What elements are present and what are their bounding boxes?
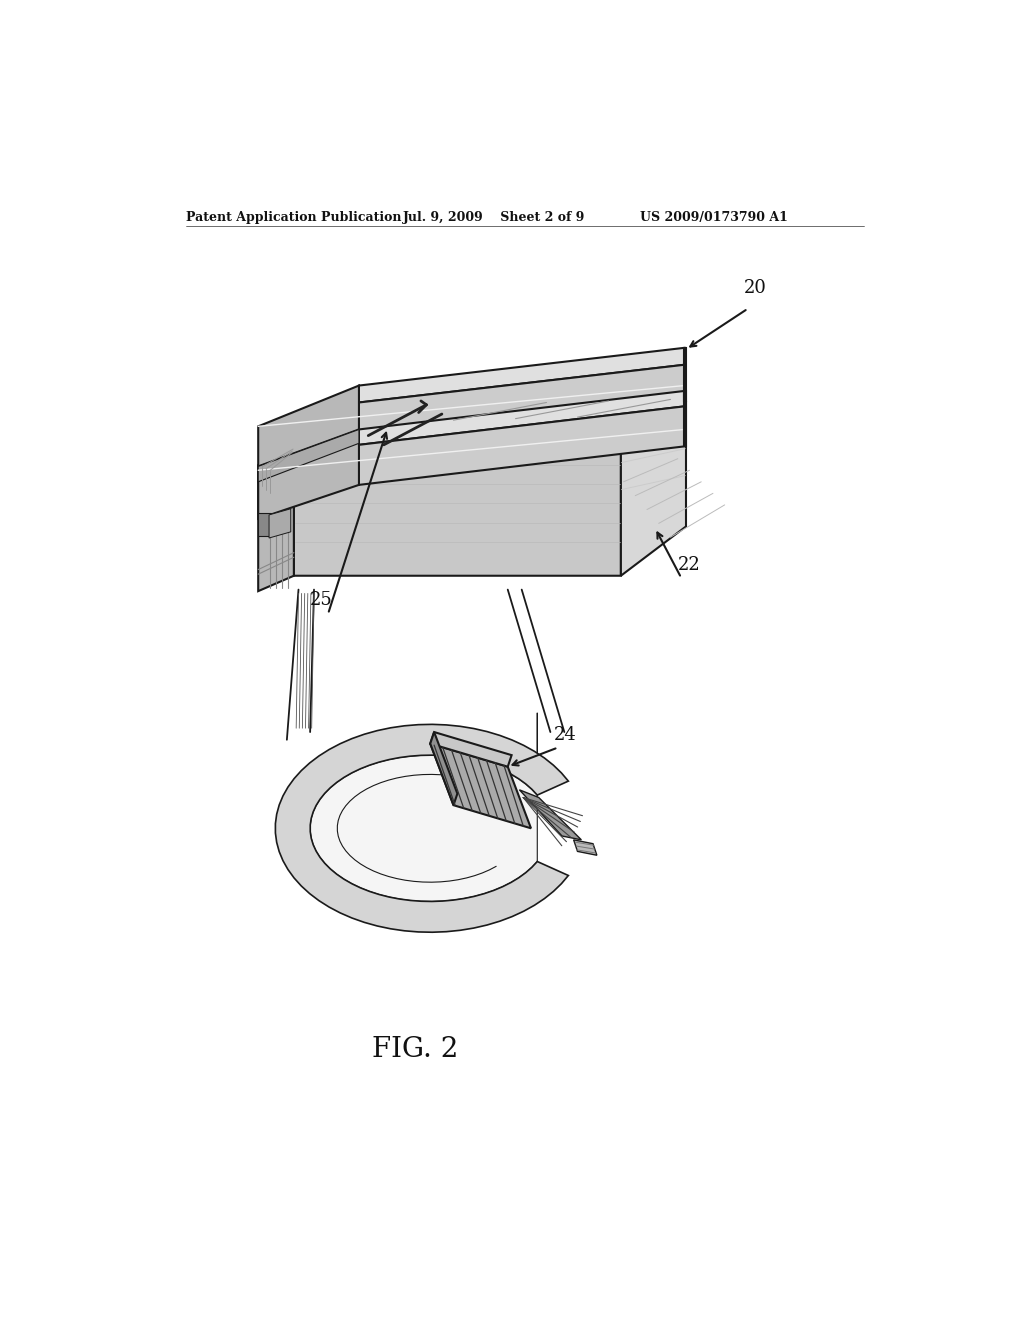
Polygon shape xyxy=(359,364,684,444)
Polygon shape xyxy=(275,725,568,932)
Polygon shape xyxy=(258,385,359,482)
Polygon shape xyxy=(621,401,686,576)
Polygon shape xyxy=(359,391,684,445)
Polygon shape xyxy=(294,401,686,447)
Polygon shape xyxy=(359,364,684,429)
Polygon shape xyxy=(573,840,597,855)
Text: FIG. 2: FIG. 2 xyxy=(372,1036,458,1063)
Polygon shape xyxy=(258,447,294,591)
Text: US 2009/0173790 A1: US 2009/0173790 A1 xyxy=(640,211,787,224)
Text: Patent Application Publication: Patent Application Publication xyxy=(186,211,401,224)
Text: 20: 20 xyxy=(744,279,767,297)
Polygon shape xyxy=(430,733,512,767)
Polygon shape xyxy=(269,508,291,539)
Polygon shape xyxy=(359,407,684,484)
Polygon shape xyxy=(294,446,621,576)
Polygon shape xyxy=(430,743,531,829)
Polygon shape xyxy=(359,348,684,403)
Polygon shape xyxy=(310,713,538,902)
Polygon shape xyxy=(258,512,271,536)
Text: 22: 22 xyxy=(678,556,701,574)
Polygon shape xyxy=(258,429,359,519)
Polygon shape xyxy=(684,391,686,446)
Text: Jul. 9, 2009    Sheet 2 of 9: Jul. 9, 2009 Sheet 2 of 9 xyxy=(403,211,586,224)
Polygon shape xyxy=(430,733,458,805)
Text: 24: 24 xyxy=(554,726,577,743)
Text: 25: 25 xyxy=(310,591,333,609)
Polygon shape xyxy=(519,789,582,840)
Polygon shape xyxy=(258,429,359,482)
Polygon shape xyxy=(684,348,686,401)
